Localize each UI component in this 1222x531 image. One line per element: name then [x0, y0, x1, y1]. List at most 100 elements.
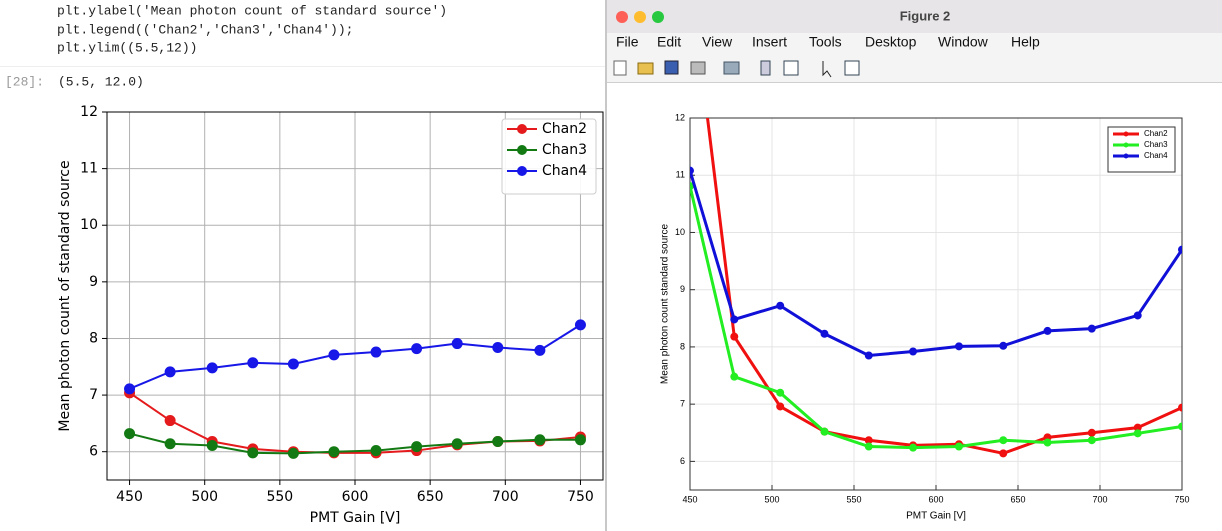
- marker: [1043, 438, 1052, 447]
- marker: [492, 342, 504, 354]
- menu-item[interactable]: Edit: [657, 34, 681, 50]
- y-axis-label: Mean photon count standard source: [660, 224, 671, 385]
- output: (5.5, 12.0): [58, 74, 144, 89]
- menu-item[interactable]: File: [616, 34, 639, 50]
- x-tick-label: 650: [1010, 494, 1025, 504]
- marker: [820, 329, 829, 338]
- marker: [451, 338, 463, 350]
- marker: [164, 438, 176, 450]
- y-tick-label: 10: [675, 227, 685, 237]
- y-tick-label: 8: [680, 341, 685, 351]
- marker: [730, 372, 739, 381]
- legend-marker: [1123, 153, 1129, 159]
- toolbar: [607, 55, 1222, 82]
- y-tick-label: 6: [89, 444, 98, 460]
- x-axis-label: PMT Gain [V]: [906, 511, 966, 522]
- marker: [999, 449, 1008, 458]
- menu-item[interactable]: Tools: [809, 34, 842, 50]
- marker: [124, 428, 136, 440]
- marker: [1178, 245, 1182, 254]
- toolbar-icon[interactable]: [613, 60, 627, 76]
- minimize-button[interactable]: [634, 11, 646, 23]
- menu-item[interactable]: Insert: [752, 34, 787, 50]
- marker: [574, 434, 586, 446]
- legend-marker: [1123, 142, 1129, 148]
- window-title: Figure 2: [900, 8, 951, 23]
- marker: [1133, 429, 1142, 438]
- y-tick-label: 7: [680, 399, 685, 409]
- close-button[interactable]: [616, 11, 628, 23]
- zoom-button[interactable]: [652, 11, 664, 23]
- series-line: [129, 324, 581, 390]
- x-tick-label: 500: [191, 489, 218, 505]
- prompt: [28]:: [5, 74, 44, 89]
- marker: [370, 346, 382, 358]
- marker: [124, 383, 136, 395]
- marker: [1087, 428, 1096, 437]
- toolbar-border: [607, 82, 1222, 83]
- legend-marker: [1123, 131, 1129, 137]
- legend-marker: [517, 124, 527, 134]
- legend-label: Chan3: [542, 142, 587, 158]
- menu-item[interactable]: Window: [938, 34, 989, 50]
- toolbar-icon[interactable]: [723, 61, 740, 75]
- x-tick-label: 750: [1174, 494, 1189, 504]
- marker: [1178, 403, 1182, 412]
- marker: [909, 347, 918, 356]
- x-tick-label: 450: [682, 494, 697, 504]
- plot-area: [690, 118, 1182, 458]
- marker: [328, 349, 340, 361]
- toolbar-icon[interactable]: [760, 60, 771, 76]
- x-tick-label: 600: [342, 489, 369, 505]
- marker: [999, 341, 1008, 350]
- marker: [370, 445, 382, 457]
- cell-separator: [0, 66, 607, 67]
- toolbar-icon[interactable]: [664, 60, 679, 75]
- marker: [328, 446, 340, 458]
- legend-label: Chan4: [542, 163, 587, 179]
- marker: [247, 357, 259, 369]
- x-tick-label: 500: [764, 494, 779, 504]
- toolbar-icon[interactable]: [822, 61, 832, 78]
- menu-bar: [607, 33, 1222, 55]
- chart: 6 7 8 9 10 11 12 450 500 550 600 650 700 750 PMT Gain …: [660, 112, 1190, 522]
- marker: [909, 443, 918, 452]
- marker: [1087, 324, 1096, 333]
- toolbar-icon[interactable]: [783, 60, 799, 76]
- marker: [730, 315, 739, 324]
- x-tick-label: 550: [266, 489, 293, 505]
- toolbar-icon[interactable]: [637, 62, 654, 75]
- series-line: [706, 118, 1182, 455]
- y-tick-label: 8: [89, 330, 98, 346]
- marker: [206, 362, 218, 374]
- menu-item[interactable]: Desktop: [865, 34, 917, 50]
- series-line: [129, 432, 581, 455]
- marker: [206, 439, 218, 451]
- marker: [776, 301, 785, 310]
- legend-label: Chan2: [1144, 129, 1168, 138]
- title-bar: [607, 0, 1222, 33]
- legend-marker: [517, 145, 527, 155]
- marker: [730, 332, 739, 341]
- marker: [534, 434, 546, 446]
- marker: [451, 438, 463, 450]
- menu-item[interactable]: View: [702, 34, 733, 50]
- x-tick-label: 600: [928, 494, 943, 504]
- menu-item[interactable]: Help: [1011, 34, 1040, 50]
- y-tick-label: 12: [80, 104, 98, 120]
- marker: [164, 366, 176, 378]
- notebook-bg: [0, 0, 607, 531]
- window-shadow: [605, 0, 607, 531]
- series-line: [690, 170, 1182, 358]
- axes-frame: [689, 117, 1183, 491]
- marker: [999, 436, 1008, 445]
- toolbar-icon[interactable]: [844, 60, 860, 76]
- code-line: plt.legend(('Chan2','Chan3','Chan4'));: [57, 22, 353, 37]
- series-line: [690, 185, 1182, 450]
- marker: [690, 166, 694, 175]
- marker: [954, 342, 963, 351]
- marker: [411, 343, 423, 355]
- y-tick-label: 11: [80, 161, 98, 177]
- toolbar-icon[interactable]: [690, 61, 706, 75]
